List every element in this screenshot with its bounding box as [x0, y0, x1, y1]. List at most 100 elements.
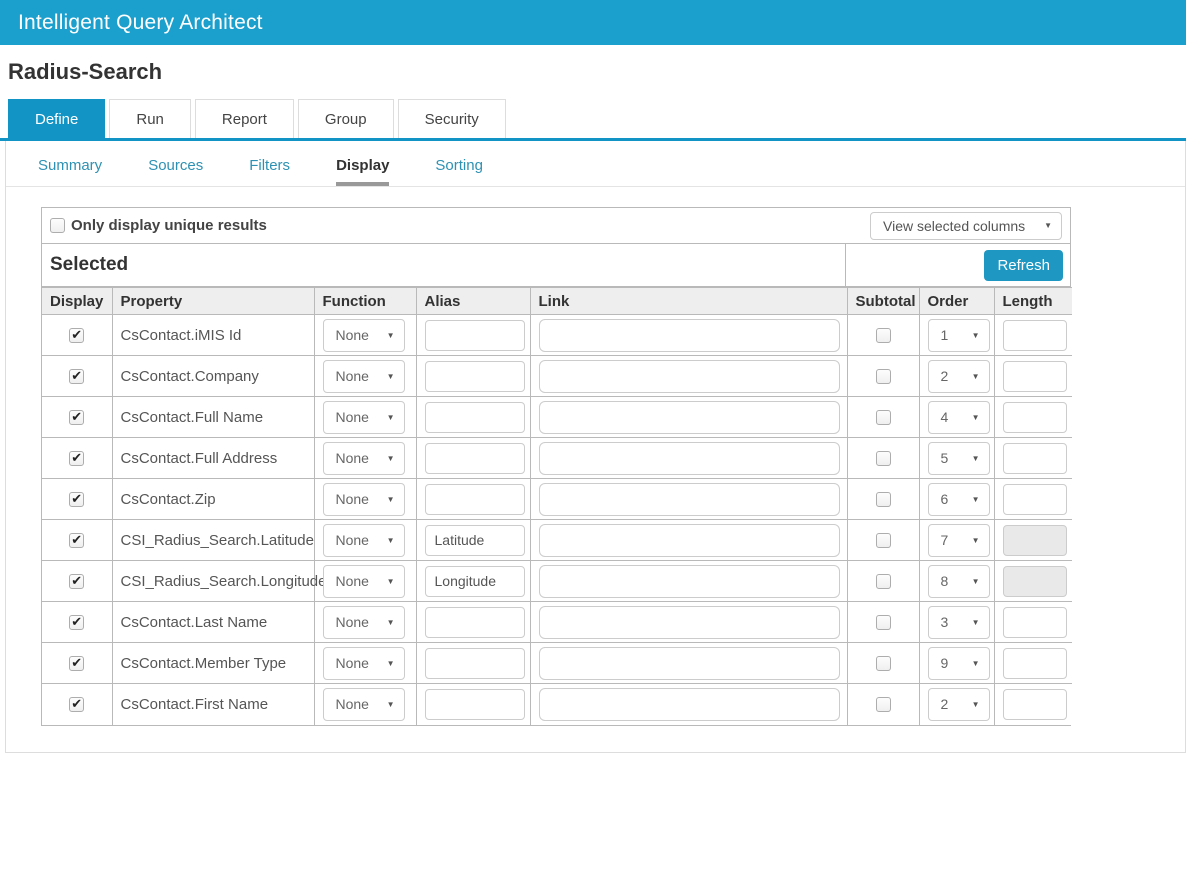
order-select[interactable]: 8 ▼	[927, 564, 990, 598]
alias-input[interactable]	[424, 401, 525, 433]
link-input[interactable]	[538, 523, 840, 557]
view-columns-dropdown[interactable]: View selected columns ▼	[870, 211, 1062, 240]
tab-run[interactable]: Run	[109, 99, 191, 138]
display-checkbox[interactable]	[69, 573, 85, 590]
link-input[interactable]	[538, 564, 840, 598]
link-input[interactable]	[538, 646, 840, 680]
subtab-summary[interactable]: Summary	[38, 157, 103, 174]
property-cell: CSI_Radius_Search.Latitude	[111, 519, 315, 561]
function-select[interactable]: None ▼	[322, 359, 405, 393]
tab-report[interactable]: Report	[194, 99, 294, 138]
alias-input[interactable]	[424, 647, 525, 679]
function-select[interactable]: None ▼	[322, 687, 405, 721]
length-input[interactable]	[1002, 565, 1067, 597]
display-checkbox[interactable]	[69, 696, 85, 713]
subtab-sources[interactable]: Sources	[148, 157, 204, 174]
link-input[interactable]	[538, 441, 840, 475]
display-checkbox[interactable]	[69, 655, 85, 672]
link-input[interactable]	[538, 359, 840, 393]
display-checkbox[interactable]	[69, 368, 85, 385]
subtotal-checkbox[interactable]	[875, 615, 891, 631]
app-title: Intelligent Query Architect	[18, 10, 263, 34]
tab-define[interactable]: Define	[8, 99, 106, 138]
length-input[interactable]	[1002, 401, 1067, 433]
function-select-value: None	[335, 327, 369, 343]
subtotal-checkbox[interactable]	[875, 451, 891, 467]
function-select[interactable]: None ▼	[322, 646, 405, 680]
length-input[interactable]	[1002, 442, 1067, 474]
subtotal-checkbox[interactable]	[875, 410, 891, 426]
column-header-subtotal: Subtotal	[846, 287, 920, 315]
chevron-down-icon: ▼	[386, 371, 395, 381]
link-input[interactable]	[538, 318, 840, 352]
subtotal-checkbox[interactable]	[875, 328, 891, 344]
subtotal-checkbox[interactable]	[875, 574, 891, 590]
subtab-filters[interactable]: Filters	[249, 157, 291, 174]
length-input[interactable]	[1002, 688, 1067, 720]
refresh-button[interactable]: Refresh	[984, 249, 1063, 281]
property-cell: CsContact.Company	[111, 355, 315, 397]
column-header-alias: Alias	[415, 287, 531, 315]
order-select[interactable]: 3 ▼	[927, 605, 990, 639]
alias-input[interactable]	[424, 319, 525, 351]
display-checkbox[interactable]	[69, 532, 85, 549]
subtotal-checkbox[interactable]	[875, 533, 891, 549]
link-input[interactable]	[538, 687, 840, 721]
order-select[interactable]: 4 ▼	[927, 400, 990, 434]
subtotal-checkbox[interactable]	[875, 697, 891, 713]
order-select[interactable]: 1 ▼	[927, 318, 990, 352]
function-select[interactable]: None ▼	[322, 482, 405, 516]
subtotal-cell	[846, 683, 920, 725]
function-select[interactable]: None ▼	[322, 564, 405, 598]
length-input[interactable]	[1002, 524, 1067, 556]
order-select[interactable]: 6 ▼	[927, 482, 990, 516]
property-cell: CsContact.Full Address	[111, 437, 315, 479]
length-input[interactable]	[1002, 647, 1067, 679]
alias-input[interactable]	[424, 360, 525, 392]
unique-results-checkbox[interactable]	[50, 218, 65, 233]
display-checkbox[interactable]	[69, 491, 85, 508]
order-select[interactable]: 2 ▼	[927, 359, 990, 393]
tab-group[interactable]: Group	[297, 99, 394, 138]
alias-input[interactable]	[424, 483, 525, 515]
function-select[interactable]: None ▼	[322, 318, 405, 352]
display-checkbox[interactable]	[69, 450, 85, 467]
subtab-sorting[interactable]: Sorting	[435, 157, 483, 174]
display-checkbox[interactable]	[69, 614, 85, 631]
alias-input[interactable]	[424, 442, 525, 474]
subtotal-checkbox[interactable]	[875, 369, 891, 385]
alias-input[interactable]	[424, 565, 525, 597]
link-cell	[529, 601, 848, 643]
link-input[interactable]	[538, 482, 840, 516]
link-input[interactable]	[538, 605, 840, 639]
subtotal-cell	[846, 560, 920, 602]
function-select[interactable]: None ▼	[322, 523, 405, 557]
subtab-display[interactable]: Display	[336, 157, 390, 186]
alias-input[interactable]	[424, 606, 525, 638]
link-input[interactable]	[538, 400, 840, 434]
order-select[interactable]: 5 ▼	[927, 441, 990, 475]
tab-security[interactable]: Security	[397, 99, 506, 138]
chevron-down-icon: ▼	[1044, 221, 1052, 230]
length-input[interactable]	[1002, 360, 1067, 392]
display-checkbox[interactable]	[69, 327, 85, 344]
subtotal-checkbox[interactable]	[875, 492, 891, 508]
length-input[interactable]	[1002, 319, 1067, 351]
length-input[interactable]	[1002, 606, 1067, 638]
alias-input[interactable]	[424, 524, 525, 556]
function-select[interactable]: None ▼	[322, 400, 405, 434]
app-header: Intelligent Query Architect	[0, 0, 1186, 45]
function-select[interactable]: None ▼	[322, 605, 405, 639]
order-select[interactable]: 9 ▼	[927, 646, 990, 680]
order-cell: 9 ▼	[918, 642, 995, 684]
order-select[interactable]: 7 ▼	[927, 523, 990, 557]
function-select[interactable]: None ▼	[322, 441, 405, 475]
alias-input[interactable]	[424, 688, 525, 720]
subtotal-checkbox[interactable]	[875, 656, 891, 672]
length-input[interactable]	[1002, 483, 1067, 515]
display-checkbox[interactable]	[69, 409, 85, 426]
chevron-down-icon: ▼	[386, 412, 395, 422]
order-select[interactable]: 2 ▼	[927, 687, 990, 721]
